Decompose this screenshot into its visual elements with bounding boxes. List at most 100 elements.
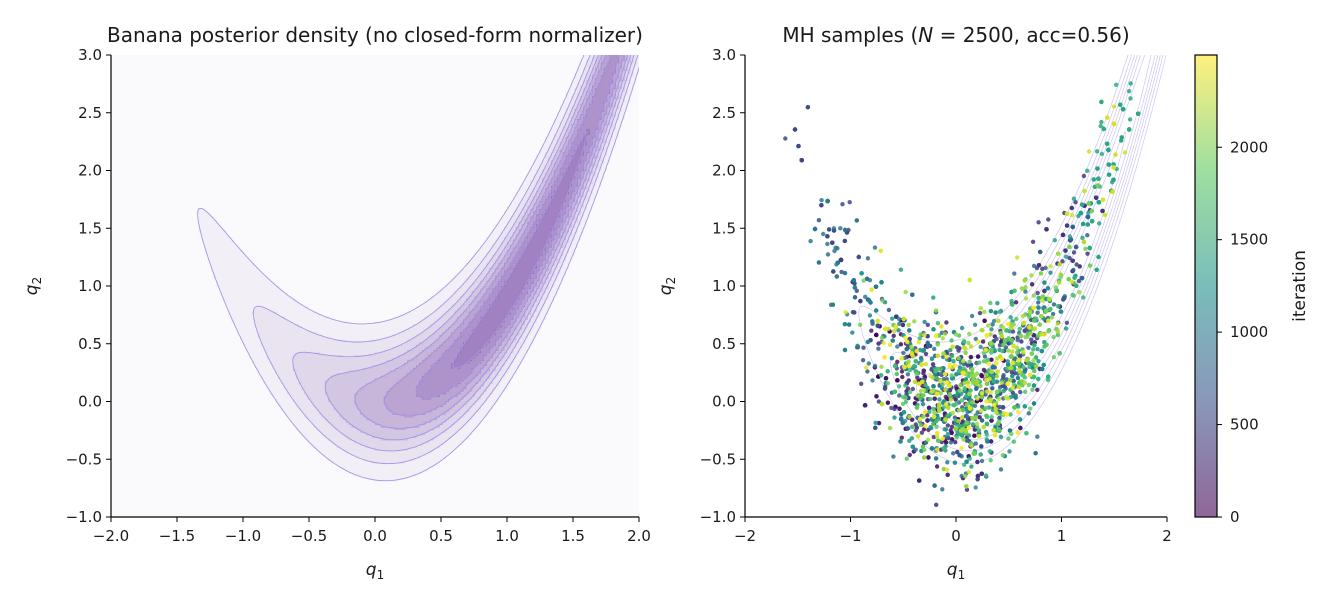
sample-point bbox=[993, 406, 998, 412]
sample-point bbox=[949, 424, 955, 429]
sample-point bbox=[940, 487, 945, 492]
sample-point bbox=[1021, 350, 1026, 355]
sample-point bbox=[964, 459, 969, 464]
sample-point bbox=[1060, 259, 1065, 264]
sample-point bbox=[966, 425, 971, 430]
sample-point bbox=[897, 321, 902, 326]
sample-point bbox=[919, 430, 925, 435]
sample-point bbox=[994, 410, 999, 415]
sample-point bbox=[959, 454, 964, 459]
sample-point bbox=[998, 434, 1004, 439]
sample-point bbox=[1040, 298, 1045, 303]
sample-point bbox=[920, 348, 926, 354]
sample-point bbox=[866, 298, 872, 303]
sample-point bbox=[895, 378, 900, 383]
sample-point bbox=[1120, 107, 1126, 112]
sample-point bbox=[1100, 208, 1105, 214]
sample-point bbox=[825, 252, 831, 257]
sample-point bbox=[1058, 272, 1064, 277]
sample-point bbox=[874, 308, 879, 313]
sample-point bbox=[1011, 343, 1016, 349]
sample-point bbox=[1073, 200, 1078, 205]
sample-point bbox=[959, 391, 964, 396]
sample-point bbox=[925, 437, 931, 442]
sample-point bbox=[1035, 387, 1040, 392]
sample-point bbox=[962, 386, 967, 391]
sample-point bbox=[1089, 208, 1095, 214]
sample-point bbox=[1013, 300, 1019, 305]
sample-point bbox=[972, 322, 978, 327]
density-contour-line-4 bbox=[324, 55, 632, 441]
sample-point bbox=[831, 226, 837, 231]
sample-point bbox=[909, 350, 914, 356]
sample-point bbox=[941, 376, 946, 382]
sample-point bbox=[1106, 147, 1111, 153]
sample-point bbox=[899, 369, 905, 374]
sample-point bbox=[907, 328, 912, 333]
sample-point bbox=[886, 307, 892, 313]
sample-point bbox=[1017, 417, 1023, 422]
sample-point bbox=[932, 483, 937, 488]
sample-point bbox=[923, 361, 929, 367]
sample-point bbox=[925, 418, 930, 423]
sample-point bbox=[967, 391, 972, 397]
sample-point bbox=[873, 284, 879, 289]
sample-point bbox=[940, 436, 945, 441]
sample-point bbox=[901, 394, 906, 400]
sample-point bbox=[1119, 135, 1124, 140]
sample-point bbox=[943, 402, 949, 407]
sample-point bbox=[869, 287, 874, 292]
sample-point bbox=[979, 391, 985, 396]
sample-point bbox=[929, 356, 935, 361]
sample-point bbox=[930, 388, 935, 394]
sample-point bbox=[916, 434, 921, 439]
sample-point bbox=[923, 423, 928, 429]
sample-point bbox=[987, 373, 992, 378]
sample-point bbox=[949, 373, 954, 378]
sample-point bbox=[934, 424, 939, 429]
sample-point bbox=[931, 434, 936, 440]
samples-y-tick-label: 1.5 bbox=[712, 219, 736, 237]
sample-point bbox=[969, 313, 975, 319]
sample-point bbox=[1022, 389, 1028, 394]
sample-point bbox=[994, 361, 999, 366]
sample-point bbox=[988, 390, 993, 395]
sample-point bbox=[1012, 356, 1018, 361]
sample-point bbox=[933, 369, 938, 374]
sample-point bbox=[1110, 180, 1115, 185]
density-y-axis-label: q2 bbox=[22, 277, 44, 295]
sample-point bbox=[966, 469, 971, 475]
sample-point bbox=[825, 234, 830, 239]
sample-point bbox=[1036, 305, 1041, 310]
sample-point bbox=[1010, 360, 1015, 365]
sample-point bbox=[933, 308, 939, 313]
sample-point bbox=[967, 359, 972, 365]
sample-point bbox=[897, 406, 902, 411]
sample-point bbox=[1094, 267, 1099, 272]
sample-point bbox=[1011, 439, 1016, 444]
sample-point bbox=[872, 363, 878, 369]
sample-point bbox=[1085, 214, 1091, 220]
sample-point bbox=[954, 435, 959, 440]
sample-point bbox=[834, 274, 839, 279]
sample-point bbox=[950, 344, 955, 349]
sample-point bbox=[912, 379, 918, 385]
sample-point bbox=[904, 346, 909, 352]
sample-point bbox=[862, 403, 868, 408]
sample-point bbox=[972, 373, 977, 378]
sample-point bbox=[1031, 293, 1037, 298]
sample-point bbox=[941, 446, 946, 451]
sample-point bbox=[1085, 168, 1090, 173]
sample-point bbox=[932, 410, 937, 415]
density-ticks: −2.0 −1.5 −1.0 −0.5 0.0 0.5 1.0 1.5 2.0 −1.0 −0.5 0… bbox=[66, 46, 651, 545]
colorbar-tick-label: 1000 bbox=[1230, 323, 1268, 341]
sample-point bbox=[897, 393, 902, 398]
sample-point bbox=[998, 467, 1004, 472]
sample-point bbox=[991, 428, 996, 433]
sample-point bbox=[918, 422, 923, 428]
sample-point bbox=[883, 326, 888, 332]
samples-scatter bbox=[783, 81, 1141, 507]
sample-point bbox=[964, 438, 969, 443]
sample-point bbox=[1012, 288, 1017, 293]
sample-point bbox=[963, 346, 968, 351]
